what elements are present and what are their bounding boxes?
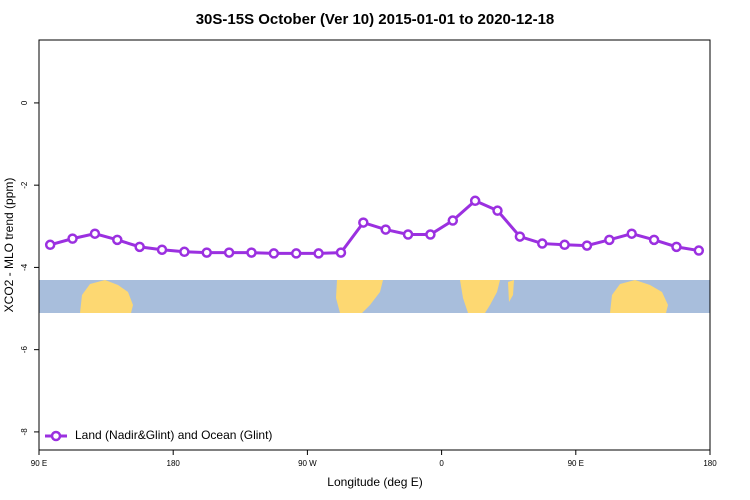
- point: [604, 234, 615, 246]
- series-line: [49, 199, 700, 255]
- point: [380, 224, 391, 235]
- point: [44, 239, 56, 251]
- point: [179, 246, 190, 258]
- point: [402, 229, 414, 240]
- point: [492, 205, 503, 216]
- x-tick-label: 0: [439, 459, 444, 468]
- point: [134, 241, 145, 253]
- x-axis-label: Longitude (deg E): [327, 475, 422, 489]
- x-tick-label: 180: [167, 459, 181, 468]
- point: [693, 245, 705, 256]
- point: [559, 239, 570, 251]
- x-tick-label: 90 E: [568, 459, 584, 468]
- point: [671, 241, 682, 253]
- y-axis-label: XCO2 - MLO trend (ppm): [2, 178, 16, 313]
- point: [67, 233, 78, 244]
- point: [313, 248, 324, 259]
- y-tick-label: -2: [20, 181, 29, 189]
- point: [201, 247, 212, 258]
- point: [537, 238, 548, 249]
- chart-title: 30S-15S October (Ver 10) 2015-01-01 to 2…: [196, 11, 555, 28]
- legend-marker: [50, 430, 62, 442]
- x-tick-label: 180: [703, 459, 717, 468]
- point: [447, 215, 459, 226]
- point: [112, 234, 123, 246]
- map-strip: [39, 280, 710, 313]
- point: [89, 228, 101, 239]
- point: [335, 247, 347, 258]
- point: [581, 240, 593, 251]
- point: [246, 247, 257, 258]
- point: [156, 244, 168, 255]
- x-tick-label: 90 W: [298, 459, 317, 468]
- point: [648, 234, 660, 246]
- point: [425, 229, 436, 240]
- point: [514, 231, 526, 242]
- y-tick-label: -4: [20, 263, 29, 271]
- plot-frame: [38, 39, 711, 451]
- y-tick-label: 0: [20, 100, 29, 105]
- point: [268, 248, 280, 259]
- y-tick-label: -8: [20, 428, 29, 436]
- point: [223, 247, 235, 258]
- point: [290, 248, 302, 259]
- legend-label: Land (Nadir&Glint) and Ocean (Glint): [75, 428, 272, 442]
- point: [358, 217, 369, 228]
- point: [469, 195, 481, 207]
- y-tick-label: -6: [20, 346, 29, 354]
- point: [626, 228, 637, 239]
- x-tick-label: 90 E: [31, 459, 47, 468]
